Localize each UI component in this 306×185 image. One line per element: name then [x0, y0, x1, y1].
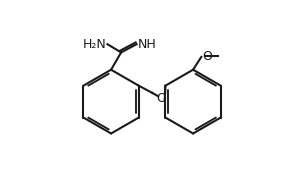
Text: O: O	[202, 50, 212, 63]
Text: NH: NH	[138, 38, 157, 51]
Text: O: O	[157, 92, 166, 105]
Text: H₂N: H₂N	[83, 38, 106, 51]
